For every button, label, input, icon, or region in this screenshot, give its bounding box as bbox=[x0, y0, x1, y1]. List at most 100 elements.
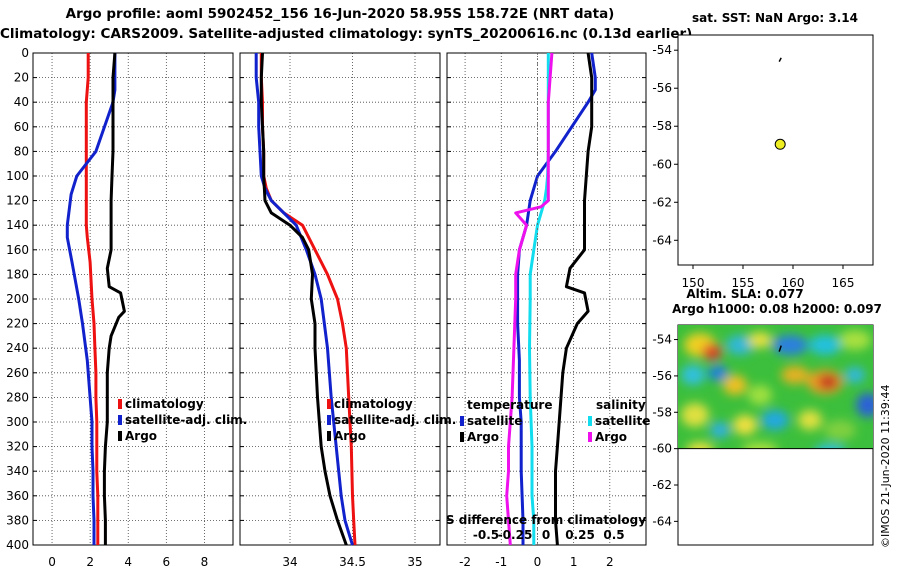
legend-label: Argo bbox=[334, 429, 366, 443]
depth-tick-label: 260 bbox=[6, 366, 29, 380]
salinity-profile-panel: 34 34.5 35 climatology satellite-adj. clim. A… bbox=[239, 52, 456, 569]
depth-tick-label: 280 bbox=[6, 390, 29, 404]
depth-tick-label: 380 bbox=[6, 513, 29, 527]
x-tick-label: 34.5 bbox=[339, 555, 366, 569]
salinity-difference-axis-title: S difference from climatology bbox=[446, 513, 646, 527]
plot-title-line-1: Argo profile: aoml 5902452_156 16-Jun-20… bbox=[65, 6, 615, 22]
depth-tick-label: 340 bbox=[6, 464, 29, 478]
depth-tick-label: 160 bbox=[6, 243, 29, 257]
sla-anomaly-blob bbox=[772, 335, 808, 355]
sla-anomaly-blob bbox=[710, 422, 730, 438]
x-tick-label: 2 bbox=[86, 555, 94, 569]
legend-label: Argo bbox=[125, 429, 157, 443]
map-y-tick-label: -60 bbox=[652, 157, 672, 171]
map-x-tick-label: 160 bbox=[782, 276, 805, 290]
salinity-difference-tick-label: 0.5 bbox=[603, 528, 624, 542]
legend-swatch bbox=[118, 415, 122, 425]
x-tick-label: 0 bbox=[534, 555, 542, 569]
temperature-argo-line bbox=[554, 52, 594, 546]
x-tick-label: 2 bbox=[606, 555, 614, 569]
sst-map-panel: sat. SST: NaN Argo: 3.14 -54 -56 -58 -60 -62 -… bbox=[652, 11, 874, 290]
map-y-tick-label: -56 bbox=[652, 369, 672, 383]
sla-anomaly-blob bbox=[809, 335, 841, 355]
salinity-legend-title: salinity bbox=[596, 398, 646, 412]
map-x-tick-label: 155 bbox=[732, 276, 755, 290]
small-island-mark bbox=[778, 57, 782, 62]
sla-anomaly-blob bbox=[824, 420, 856, 440]
sla-anomaly-blob bbox=[845, 367, 865, 383]
salinity-argo-line bbox=[505, 52, 554, 546]
sst-map-frame bbox=[677, 34, 874, 266]
legend-swatch bbox=[118, 399, 122, 409]
sla-anomaly-blob bbox=[733, 415, 757, 435]
x-tick-label: 8 bbox=[201, 555, 209, 569]
map-y-tick-label: -54 bbox=[652, 333, 672, 347]
argo-marker bbox=[778, 345, 782, 352]
depth-tick-label: 300 bbox=[6, 415, 29, 429]
depth-tick-label: 240 bbox=[6, 341, 29, 355]
sla-anomaly-blob bbox=[761, 410, 789, 430]
x-tick-label: 4 bbox=[124, 555, 132, 569]
depth-tick-label: 0 bbox=[21, 46, 29, 60]
climatology-line bbox=[259, 53, 357, 546]
x-tick-label: 0 bbox=[48, 555, 56, 569]
sla-anomaly-blob bbox=[726, 335, 754, 355]
legend-swatch bbox=[460, 416, 464, 426]
sla-anomaly-blob bbox=[702, 344, 722, 360]
plot-title-line-2: Climatology: CARS2009. Satellite-adjuste… bbox=[0, 26, 693, 42]
depth-tick-label: 180 bbox=[6, 267, 29, 281]
sla-anomaly-blob bbox=[839, 330, 871, 350]
map-y-tick-label: -56 bbox=[652, 81, 672, 95]
legend-swatch bbox=[118, 431, 122, 441]
legend-label: climatology bbox=[125, 397, 204, 411]
map-y-tick-label: -62 bbox=[652, 195, 672, 209]
temperature-profile-panel: 0 2 4 6 8 climatology satellite-adj. clim. Argo bbox=[32, 52, 247, 569]
map-x-tick-label: 165 bbox=[832, 276, 855, 290]
salinity-difference-tick-label: 0.25 bbox=[565, 528, 595, 542]
sst-map-title: sat. SST: NaN Argo: 3.14 bbox=[692, 11, 858, 25]
legend-label: satellite-adj. clim. bbox=[334, 413, 456, 427]
depth-tick-label: 200 bbox=[6, 292, 29, 306]
sla-heatmap-field bbox=[678, 325, 873, 449]
map-y-tick-label: -58 bbox=[652, 405, 672, 419]
sla-anomaly-blob bbox=[681, 365, 705, 385]
sla-anomaly-blob bbox=[856, 393, 873, 417]
x-tick-label: 1 bbox=[570, 555, 578, 569]
argo-position-dot bbox=[774, 138, 786, 150]
sla-anomaly-blob bbox=[818, 375, 838, 389]
depth-tick-label: 120 bbox=[6, 194, 29, 208]
legend-label: satellite bbox=[595, 414, 650, 428]
sla-anomaly-blob bbox=[686, 442, 714, 449]
sla-anomaly-blob bbox=[815, 444, 845, 449]
legend-swatch bbox=[327, 399, 331, 409]
map-y-tick-label: -62 bbox=[652, 478, 672, 492]
legend-label: satellite bbox=[467, 414, 522, 428]
sla-map-subtitle: Argo h1000: 0.08 h2000: 0.097 bbox=[672, 302, 882, 316]
climatology-line bbox=[84, 53, 100, 545]
legend-label: satellite-adj. clim. bbox=[125, 413, 247, 427]
sla-anomaly-blob bbox=[781, 366, 809, 384]
depth-tick-label: 80 bbox=[14, 144, 29, 158]
legend-swatch bbox=[588, 432, 592, 442]
temperature-legend-title: temperature bbox=[467, 398, 552, 412]
legend-label: Argo bbox=[467, 430, 499, 444]
sla-map-title: Altim. SLA: 0.077 bbox=[686, 287, 803, 301]
depth-tick-label: 100 bbox=[6, 169, 29, 183]
salinity-difference-tick-label: 0 bbox=[542, 528, 550, 542]
argo-line bbox=[102, 52, 126, 545]
legend-swatch bbox=[588, 416, 592, 426]
legend-swatch bbox=[327, 415, 331, 425]
sla-anomaly-blob bbox=[748, 385, 772, 405]
map-y-tick-label: -58 bbox=[652, 119, 672, 133]
salinity-satellite-line bbox=[528, 53, 550, 545]
depth-tick-label: 320 bbox=[6, 440, 29, 454]
sla-anomaly-blob bbox=[723, 375, 747, 395]
sla-anomaly-blob bbox=[681, 403, 709, 427]
map-y-tick-label: -64 bbox=[652, 233, 672, 247]
sla-anomaly-blob bbox=[748, 332, 772, 348]
map-y-tick-label: -64 bbox=[652, 514, 672, 528]
difference-profile-panel: -2 -1 0 1 2 temperature salinity satellite Argo s… bbox=[446, 52, 650, 569]
depth-tick-label: 20 bbox=[14, 71, 29, 85]
